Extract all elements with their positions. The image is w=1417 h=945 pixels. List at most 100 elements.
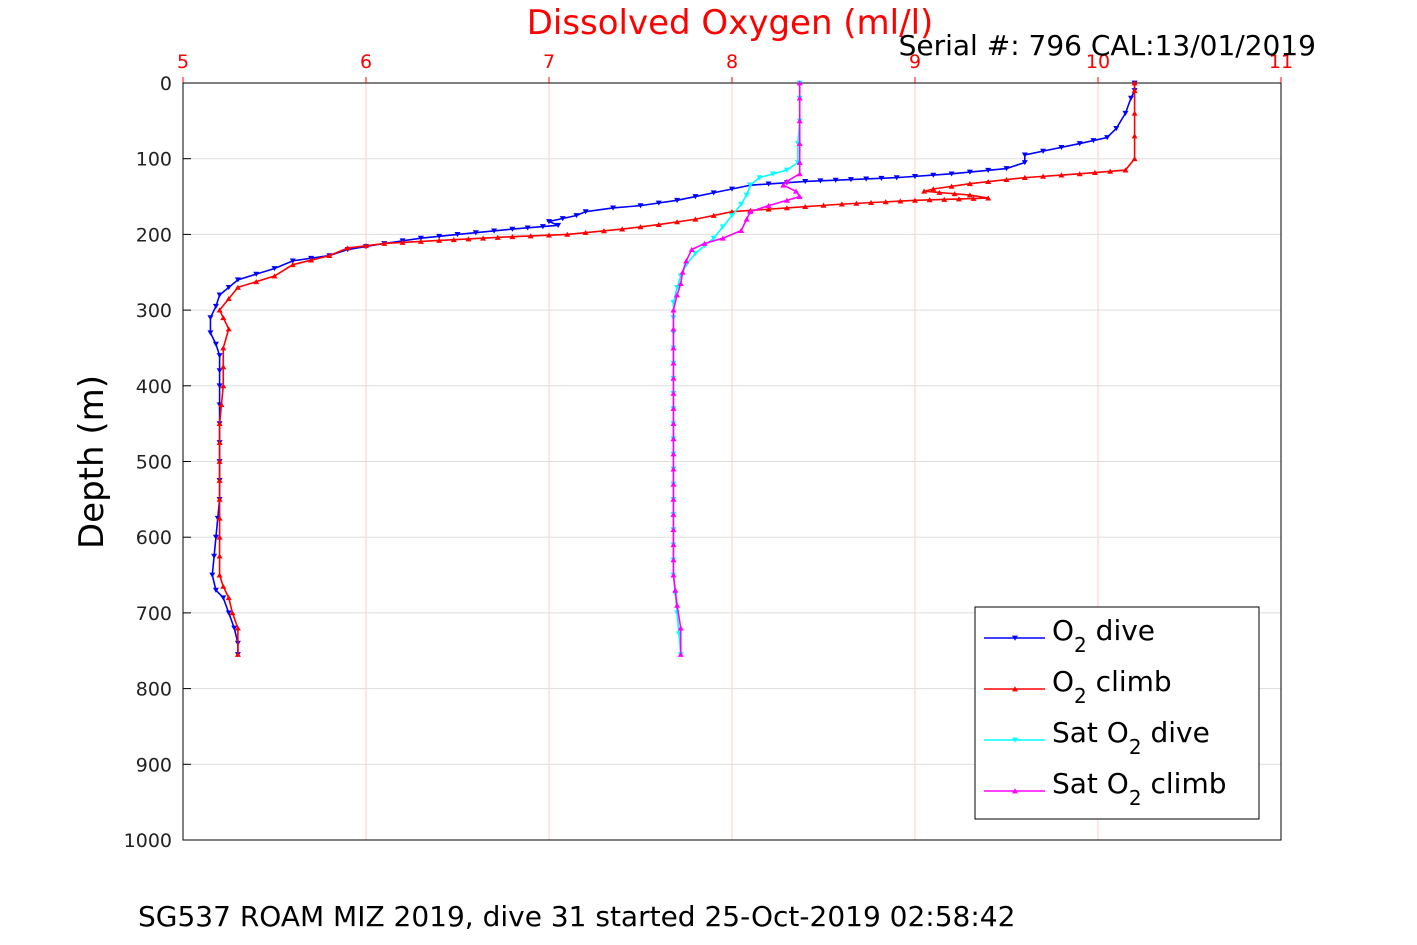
data-marker xyxy=(211,553,218,559)
data-marker xyxy=(216,439,223,445)
data-point xyxy=(220,314,227,321)
data-marker xyxy=(539,224,546,230)
data-point xyxy=(683,258,690,264)
data-marker xyxy=(253,271,260,277)
footer-caption: SG537 ROAM MIZ 2019, dive 31 started 25-… xyxy=(138,900,1015,933)
data-marker xyxy=(951,191,958,197)
data-marker xyxy=(582,229,589,236)
data-marker xyxy=(912,173,918,180)
data-point xyxy=(783,178,790,184)
data-point xyxy=(212,534,219,540)
x-tick-label: 6 xyxy=(360,51,372,73)
data-point xyxy=(1127,95,1134,101)
data-marker xyxy=(436,233,443,239)
data-point xyxy=(234,625,241,631)
data-point xyxy=(555,222,562,229)
data-point xyxy=(1076,141,1083,147)
series-o2-dive xyxy=(207,80,1138,658)
data-point xyxy=(234,277,241,283)
data-point xyxy=(966,192,973,198)
data-point xyxy=(692,194,699,200)
data-point xyxy=(796,118,803,124)
data-point xyxy=(220,595,227,601)
data-marker xyxy=(253,279,260,285)
data-marker xyxy=(674,219,681,225)
data-marker xyxy=(670,405,677,411)
data-marker xyxy=(670,542,677,548)
data-point xyxy=(670,345,677,351)
data-point xyxy=(344,245,351,251)
data-point xyxy=(220,383,227,389)
legend-item: O2 dive xyxy=(984,614,1155,657)
data-point xyxy=(1131,87,1138,93)
series-o2-climb xyxy=(216,80,1138,657)
data-point xyxy=(436,237,443,243)
data-point xyxy=(509,226,516,232)
data-point xyxy=(1104,135,1111,141)
data-point xyxy=(674,284,681,291)
data-point xyxy=(619,226,626,232)
data-point xyxy=(1131,133,1138,139)
data-point xyxy=(1122,167,1129,173)
data-point xyxy=(1131,110,1138,116)
data-marker xyxy=(670,360,677,366)
data-point xyxy=(225,296,232,302)
data-point xyxy=(719,235,726,241)
legend-box xyxy=(974,606,1260,820)
data-marker xyxy=(417,238,424,244)
data-marker xyxy=(670,557,677,563)
data-marker xyxy=(955,196,962,202)
data-marker xyxy=(600,228,607,234)
data-point xyxy=(743,192,750,198)
data-point xyxy=(216,534,223,540)
data-point xyxy=(796,193,803,199)
data-point xyxy=(796,140,803,146)
data-point xyxy=(573,213,580,219)
data-marker xyxy=(559,216,566,222)
data-marker xyxy=(218,402,225,408)
data-marker xyxy=(216,515,223,521)
data-point xyxy=(783,197,790,203)
series-layer xyxy=(207,80,1138,658)
data-point xyxy=(234,651,241,657)
data-point xyxy=(738,201,745,207)
data-marker xyxy=(527,233,534,239)
data-marker xyxy=(670,326,677,332)
series-line xyxy=(672,83,801,655)
data-point xyxy=(225,595,232,601)
data-point xyxy=(234,284,241,290)
data-point xyxy=(893,175,900,181)
data-point xyxy=(674,197,681,204)
data-point xyxy=(216,458,223,464)
y-tick-label: 800 xyxy=(136,679,172,701)
data-point xyxy=(677,625,684,631)
data-marker xyxy=(546,232,552,238)
data-marker xyxy=(1091,169,1098,175)
y-tick-label: 600 xyxy=(136,527,172,549)
data-point xyxy=(207,330,214,336)
data-point xyxy=(637,203,644,209)
data-point xyxy=(1021,160,1028,166)
data-point xyxy=(783,167,790,173)
data-point xyxy=(655,221,662,227)
data-point xyxy=(1076,171,1083,177)
data-point xyxy=(289,261,296,268)
series-line xyxy=(672,83,801,655)
data-point xyxy=(1131,156,1138,162)
data-marker xyxy=(308,257,315,263)
data-point xyxy=(756,175,763,181)
y-tick-label: 300 xyxy=(136,300,172,322)
data-point xyxy=(738,227,745,234)
data-point xyxy=(546,219,552,225)
data-point xyxy=(710,190,717,196)
data-point xyxy=(216,383,223,389)
data-point xyxy=(207,315,214,321)
legend-item: Sat O2 climb xyxy=(984,767,1227,810)
data-point xyxy=(225,326,232,332)
data-point xyxy=(796,95,803,101)
data-point xyxy=(1113,126,1120,132)
data-point xyxy=(1021,152,1028,158)
data-point xyxy=(692,250,699,257)
data-marker xyxy=(817,178,824,184)
legend-marker xyxy=(1012,737,1018,743)
